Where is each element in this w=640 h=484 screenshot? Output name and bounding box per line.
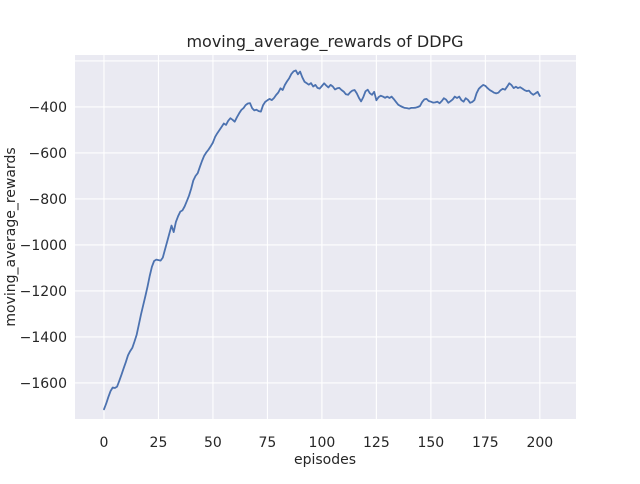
y-tick-label: −1600 [20,376,67,392]
x-tick-label: 25 [150,435,168,451]
y-axis-label: moving_average_rewards [3,147,19,326]
x-tick-label: 0 [100,435,109,451]
y-tick-labels: −400 −600 −800 −1000 −1200 −1400 −1600 [20,100,67,392]
y-tick-label: −1400 [20,330,67,346]
x-axis-label: episodes [294,452,356,468]
x-tick-label: 75 [259,435,277,451]
y-tick-label: −400 [29,100,67,116]
x-tick-labels: 0 25 50 75 100 125 150 175 200 [100,435,554,451]
reward-line-series [103,69,541,411]
y-tick-label: −1000 [20,238,67,254]
y-tick-label: −800 [29,192,67,208]
x-tick-label: 100 [309,435,336,451]
y-tick-label: −1200 [20,284,67,300]
x-tick-label: 50 [204,435,222,451]
x-tick-label: 175 [472,435,499,451]
x-tick-label: 150 [417,435,444,451]
y-tick-label: −600 [29,146,67,162]
plot-area [75,55,576,419]
chart-title: moving_average_rewards of DDPG [186,32,463,52]
x-tick-label: 125 [363,435,390,451]
y-gridlines [75,60,576,384]
x-gridlines [103,55,541,419]
x-tick-label: 200 [526,435,553,451]
